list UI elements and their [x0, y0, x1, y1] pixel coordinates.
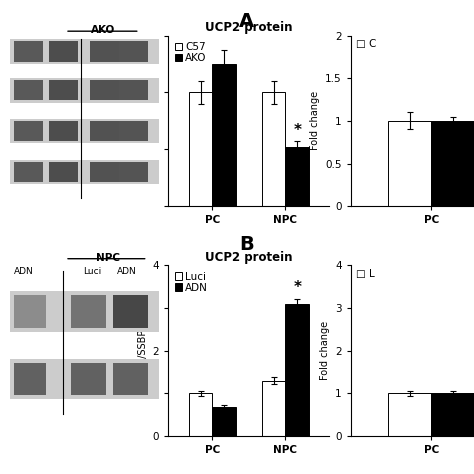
Bar — [388, 121, 431, 206]
Text: NPC: NPC — [96, 253, 120, 263]
Y-axis label: UCP2/SSBP-1: UCP2/SSBP-1 — [137, 319, 147, 383]
Bar — [285, 304, 309, 436]
Bar — [388, 393, 431, 436]
Bar — [189, 92, 212, 206]
Bar — [14, 41, 43, 62]
Bar — [49, 80, 78, 100]
Text: □ C: □ C — [356, 39, 376, 49]
Bar — [285, 147, 309, 206]
Bar — [91, 41, 119, 62]
Bar — [72, 363, 106, 395]
Text: *: * — [293, 123, 301, 138]
Bar — [14, 295, 46, 328]
Y-axis label: UCP2/SSBP-1: UCP2/SSBP-1 — [127, 89, 137, 153]
Bar — [113, 295, 147, 328]
Text: *: * — [293, 280, 301, 295]
Bar — [9, 39, 159, 64]
Text: Luci: Luci — [83, 267, 101, 276]
Bar — [14, 363, 46, 395]
Bar — [113, 363, 147, 395]
Bar — [91, 121, 119, 141]
Bar — [9, 119, 159, 143]
Bar — [49, 162, 78, 182]
Text: A: A — [239, 12, 254, 31]
Bar — [119, 121, 147, 141]
Bar — [262, 381, 285, 436]
Text: ADN: ADN — [117, 267, 137, 276]
Bar — [72, 295, 106, 328]
Bar — [431, 393, 474, 436]
Text: AKO: AKO — [91, 25, 115, 35]
Bar — [91, 162, 119, 182]
Title: UCP2 protein: UCP2 protein — [205, 251, 292, 264]
Bar — [91, 80, 119, 100]
Bar — [49, 121, 78, 141]
Bar — [9, 358, 159, 399]
Text: B: B — [239, 235, 254, 254]
Legend: C57, AKO: C57, AKO — [173, 41, 208, 64]
Legend: Luci, ADN: Luci, ADN — [173, 271, 209, 294]
Bar — [49, 41, 78, 62]
Bar — [9, 78, 159, 102]
Text: □ L: □ L — [356, 269, 374, 279]
Title: UCP2 protein: UCP2 protein — [205, 21, 292, 35]
Bar — [119, 41, 147, 62]
Bar — [14, 121, 43, 141]
Text: ADN: ADN — [14, 267, 34, 276]
Bar — [14, 162, 43, 182]
Bar — [212, 407, 236, 436]
Bar — [119, 162, 147, 182]
Y-axis label: Fold change: Fold change — [310, 91, 319, 150]
Bar — [9, 160, 159, 184]
Bar — [212, 64, 236, 206]
Bar — [431, 121, 474, 206]
Bar — [189, 393, 212, 436]
Y-axis label: Fold change: Fold change — [319, 321, 329, 380]
Bar — [9, 292, 159, 332]
Bar — [262, 92, 285, 206]
Bar — [14, 80, 43, 100]
Bar — [119, 80, 147, 100]
